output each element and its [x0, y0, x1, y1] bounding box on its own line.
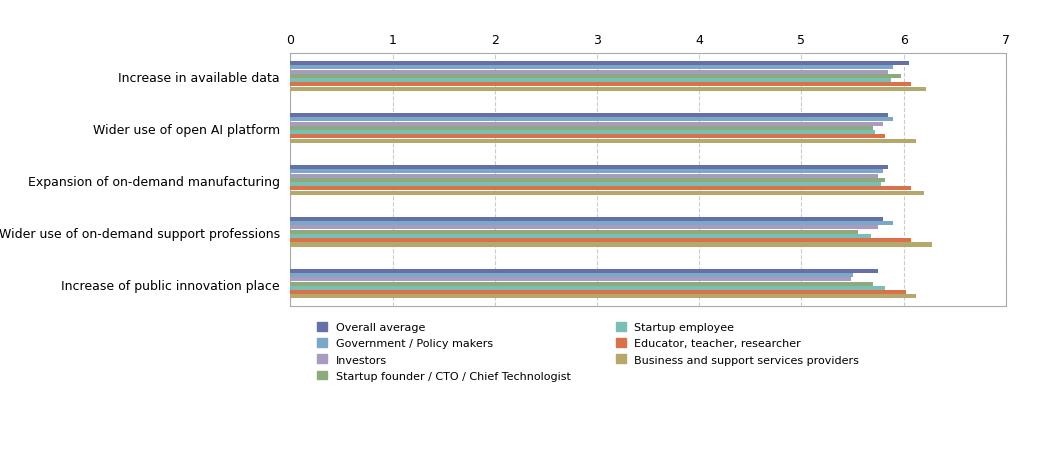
Bar — [290, 217, 884, 221]
Bar — [290, 118, 894, 122]
Bar — [290, 286, 886, 290]
Bar — [290, 235, 871, 239]
Bar — [290, 66, 894, 70]
Bar — [290, 230, 858, 234]
Bar — [290, 174, 878, 178]
Bar — [290, 239, 910, 243]
Bar — [290, 139, 916, 143]
Bar — [290, 269, 878, 273]
Bar — [290, 278, 850, 282]
Bar — [290, 87, 926, 92]
Bar — [290, 75, 900, 79]
Bar — [290, 70, 889, 74]
Bar — [290, 273, 852, 277]
Bar — [290, 187, 910, 191]
Bar — [290, 170, 884, 174]
Bar — [290, 290, 905, 295]
Bar — [290, 79, 892, 83]
Bar — [290, 83, 910, 87]
Bar — [290, 282, 873, 286]
Bar — [290, 131, 875, 135]
Bar — [290, 179, 886, 182]
Bar — [290, 243, 932, 247]
Bar — [290, 183, 881, 187]
Bar — [290, 226, 878, 230]
Bar — [290, 295, 916, 299]
Bar — [290, 114, 889, 118]
Bar — [290, 166, 889, 170]
Bar — [290, 127, 873, 131]
Bar — [290, 135, 886, 139]
Legend: Overall average, Government / Policy makers, Investors, Startup founder / CTO / : Overall average, Government / Policy mak… — [317, 322, 860, 381]
Bar — [290, 191, 924, 195]
Bar — [290, 122, 884, 126]
Bar — [290, 62, 908, 66]
Bar — [290, 222, 894, 226]
